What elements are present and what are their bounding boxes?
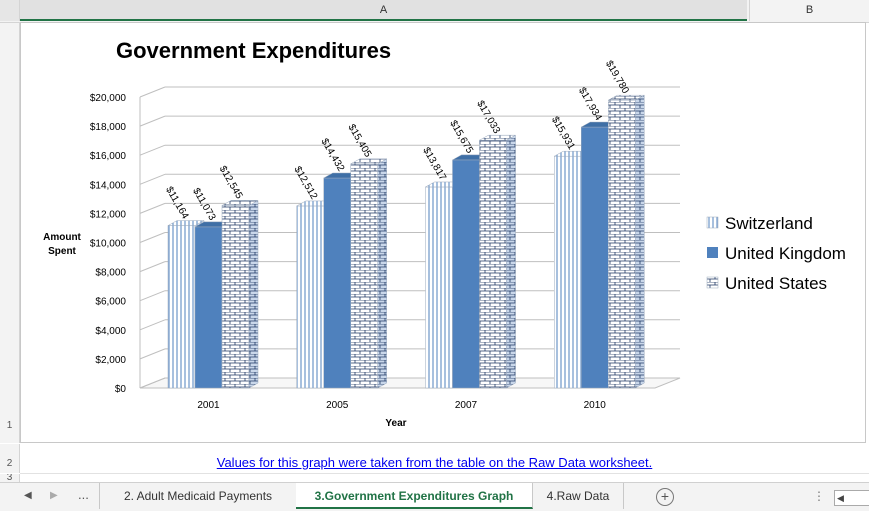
tab-adult-medicaid-payments[interactable]: 2. Adult Medicaid Payments xyxy=(99,483,297,509)
add-sheet-icon[interactable]: + xyxy=(656,488,674,506)
y-axis-tick-labels: $0 $2,000 $4,000 $6,000 $8,000 $10,000 $12,000… xyxy=(90,93,127,395)
legend-label: United Kingdom xyxy=(725,244,846,263)
raw-data-note: Values for this graph were taken from th… xyxy=(0,455,869,470)
data-label: $19,780 xyxy=(603,59,631,96)
expenditures-chart[interactable]: Government Expenditures $0 $2,000 $4,000 $6… xyxy=(0,0,869,445)
legend-swatch xyxy=(706,276,719,289)
data-label: $17,033 xyxy=(474,99,502,136)
bar xyxy=(425,186,453,389)
gridline-side xyxy=(139,348,166,360)
data-label: $14,432 xyxy=(319,137,347,174)
scroll-left-arrow-icon[interactable]: ◀ xyxy=(837,493,844,503)
bar-group: $11,164 $11,073$12,545 $12,512$14,432 $15,4… xyxy=(163,59,646,389)
sheet-tab-bar: ◀ ▶ ... 2. Adult Medicaid Payments 3.Gov… xyxy=(0,482,869,511)
bar-top xyxy=(221,200,259,206)
scroll-tabs-left-icon[interactable]: ◀ xyxy=(24,490,32,501)
gridline-side xyxy=(139,377,166,389)
bar xyxy=(323,177,351,389)
row-header-3[interactable]: 3 xyxy=(0,474,20,482)
more-tabs-button[interactable]: ... xyxy=(78,487,89,502)
bar-top xyxy=(349,158,388,165)
x-tick-label: 2001 xyxy=(197,400,220,411)
row-number-1: 1 xyxy=(6,420,13,431)
bar xyxy=(608,99,636,389)
gridline-side xyxy=(139,144,166,156)
legend-label: United States xyxy=(725,274,827,293)
row-header-1[interactable]: 1 xyxy=(0,23,20,443)
tab-government-expenditures-graph[interactable]: 3.Government Expenditures Graph xyxy=(296,483,533,509)
x-tick-label: 2010 xyxy=(584,400,607,411)
bar-top xyxy=(607,94,646,101)
bar xyxy=(221,205,250,389)
column-header-a[interactable]: A xyxy=(20,0,747,21)
row-header-2[interactable]: 2 xyxy=(0,444,20,473)
x-axis-tick-labels: 2001 2005 2007 2010 xyxy=(197,400,606,411)
y-tick-label: $18,000 xyxy=(90,122,127,133)
tab-split-handle-icon[interactable]: ⋮ xyxy=(813,489,825,503)
raw-data-link[interactable]: Values for this graph were taken from th… xyxy=(216,455,653,470)
bar-side xyxy=(506,134,516,389)
y-tick-label: $0 xyxy=(115,384,127,395)
data-label: $15,405 xyxy=(346,123,374,160)
bar-side xyxy=(635,94,645,389)
gridline-side xyxy=(139,290,166,302)
y-tick-label: $10,000 xyxy=(90,239,127,250)
gridline-side xyxy=(139,115,166,127)
data-label: $12,512 xyxy=(292,165,320,202)
bar xyxy=(554,155,582,389)
gridline-side xyxy=(139,173,166,185)
y-tick-label: $12,000 xyxy=(90,209,127,220)
gridline-side xyxy=(139,202,166,214)
y-tick-label: $6,000 xyxy=(95,297,126,308)
chart-legend: Switzerland United Kingdom United States xyxy=(706,214,846,293)
x-tick-label: 2007 xyxy=(455,400,478,411)
data-label: $15,931 xyxy=(549,115,577,152)
bar xyxy=(479,139,507,389)
y-tick-label: $8,000 xyxy=(95,268,126,279)
y-axis-label-line2: Spent xyxy=(48,246,76,257)
column-header-b[interactable]: B xyxy=(749,0,869,21)
bar xyxy=(167,225,196,389)
scroll-tabs-right-icon[interactable]: ▶ xyxy=(50,490,58,501)
chart-title: Government Expenditures xyxy=(116,38,391,63)
horizontal-scrollbar[interactable]: ◀ xyxy=(834,490,869,506)
bar xyxy=(194,226,223,389)
column-header-bar: A B xyxy=(0,0,869,23)
gridline-side xyxy=(139,319,166,331)
select-all-corner[interactable] xyxy=(0,0,20,21)
y-tick-label: $20,000 xyxy=(90,93,127,104)
bar xyxy=(581,126,609,389)
x-axis-label: Year xyxy=(385,418,406,429)
row-divider xyxy=(20,473,869,474)
row-number-2: 2 xyxy=(6,458,13,469)
legend-swatch xyxy=(707,247,718,258)
data-label: $11,073 xyxy=(190,186,217,223)
y-tick-label: $14,000 xyxy=(90,180,127,191)
y-axis-label-line1: Amount xyxy=(43,232,81,243)
gridline-side xyxy=(139,261,166,273)
legend-label: Switzerland xyxy=(725,214,813,233)
data-label: $15,675 xyxy=(447,119,475,156)
data-label: $17,934 xyxy=(576,86,604,123)
gridline-side xyxy=(139,232,166,243)
y-tick-label: $4,000 xyxy=(95,326,126,337)
row-number-3: 3 xyxy=(6,474,13,482)
x-tick-label: 2005 xyxy=(326,400,349,411)
bar xyxy=(350,163,378,389)
bar-top xyxy=(167,220,205,226)
bar-side xyxy=(248,200,259,389)
legend-swatch xyxy=(706,216,719,229)
data-label: $12,545 xyxy=(217,164,245,201)
y-tick-label: $16,000 xyxy=(90,151,127,162)
bar xyxy=(452,159,480,389)
bar xyxy=(296,205,324,389)
tab-raw-data[interactable]: 4.Raw Data xyxy=(533,483,624,509)
data-label: $13,817 xyxy=(420,146,448,183)
y-tick-label: $2,000 xyxy=(95,355,126,366)
bar-side xyxy=(377,158,387,389)
bar-top xyxy=(478,134,517,141)
gridline-side xyxy=(139,86,166,98)
